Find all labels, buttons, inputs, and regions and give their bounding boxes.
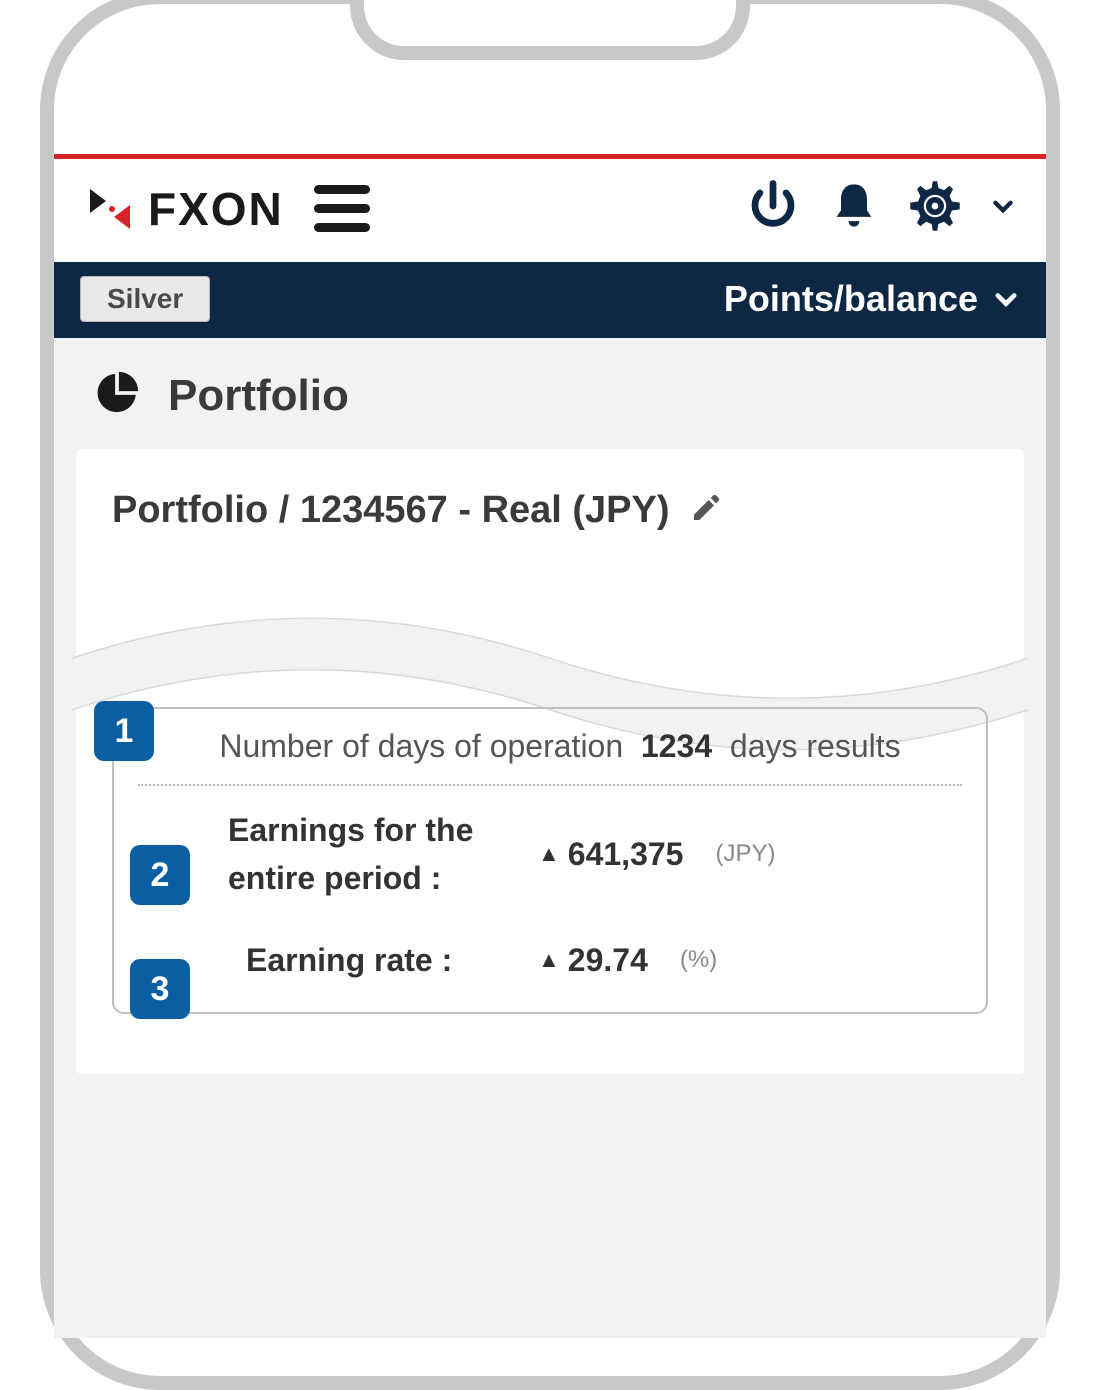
content-area: Portfolio Portfolio / 1234567 - Real (JP… — [54, 338, 1046, 1338]
bell-icon[interactable] — [828, 180, 880, 237]
brand-logo: FXON — [84, 182, 284, 236]
section-title: Portfolio — [94, 370, 1024, 421]
menu-button[interactable] — [314, 185, 370, 232]
results-box: Number of days of operation 1234 days re… — [112, 707, 988, 1014]
pie-chart-icon — [94, 370, 140, 421]
phone-notch — [350, 0, 750, 60]
callout-badge-2: 2 — [130, 845, 190, 905]
result-row-earnings: 2 Earnings for the entire period : ▲ 641… — [138, 786, 962, 910]
app-screen: FXON — [54, 154, 1046, 1376]
results-header: Number of days of operation 1234 days re… — [138, 709, 962, 786]
rate-value: ▲ 29.74 — [538, 942, 648, 979]
section-heading: Portfolio — [168, 371, 349, 421]
rate-label: Earning rate : — [228, 936, 538, 984]
rate-unit: (%) — [680, 946, 717, 974]
power-icon[interactable] — [746, 179, 800, 238]
points-balance-label: Points/balance — [724, 278, 978, 320]
points-balance-dropdown[interactable]: Points/balance — [724, 278, 1020, 320]
days-value: 1234 — [641, 728, 712, 764]
results-section: 1 Number of days of operation 1234 days … — [112, 707, 988, 1014]
app-header: FXON — [54, 159, 1046, 262]
callout-badge-3: 3 — [130, 959, 190, 1019]
chevron-down-icon[interactable] — [990, 193, 1016, 224]
up-triangle-icon: ▲ — [538, 841, 560, 867]
subheader: Silver Points/balance — [54, 262, 1046, 338]
earnings-unit: (JPY) — [715, 840, 775, 868]
portfolio-card: Portfolio / 1234567 - Real (JPY) — [76, 449, 1024, 1074]
header-icons — [746, 179, 1016, 238]
edit-icon[interactable] — [690, 492, 722, 529]
card-title: Portfolio / 1234567 - Real (JPY) — [112, 489, 670, 532]
phone-frame: FXON — [40, 0, 1060, 1390]
callout-badge-1: 1 — [94, 701, 154, 761]
gear-icon[interactable] — [908, 179, 962, 238]
earnings-value: ▲ 641,375 — [538, 836, 683, 873]
card-title-row: Portfolio / 1234567 - Real (JPY) — [112, 489, 988, 532]
chevron-down-icon — [992, 285, 1020, 313]
days-prefix: Number of days of operation — [219, 728, 623, 764]
logo-mark-icon — [84, 183, 136, 235]
earnings-label: Earnings for the entire period : — [228, 806, 538, 902]
result-row-rate: 3 Earning rate : ▲ 29.74 (%) — [138, 910, 962, 992]
up-triangle-icon: ▲ — [538, 947, 560, 973]
logo-text: FXON — [148, 182, 284, 236]
tier-badge[interactable]: Silver — [80, 276, 210, 322]
days-suffix: days results — [730, 728, 901, 764]
